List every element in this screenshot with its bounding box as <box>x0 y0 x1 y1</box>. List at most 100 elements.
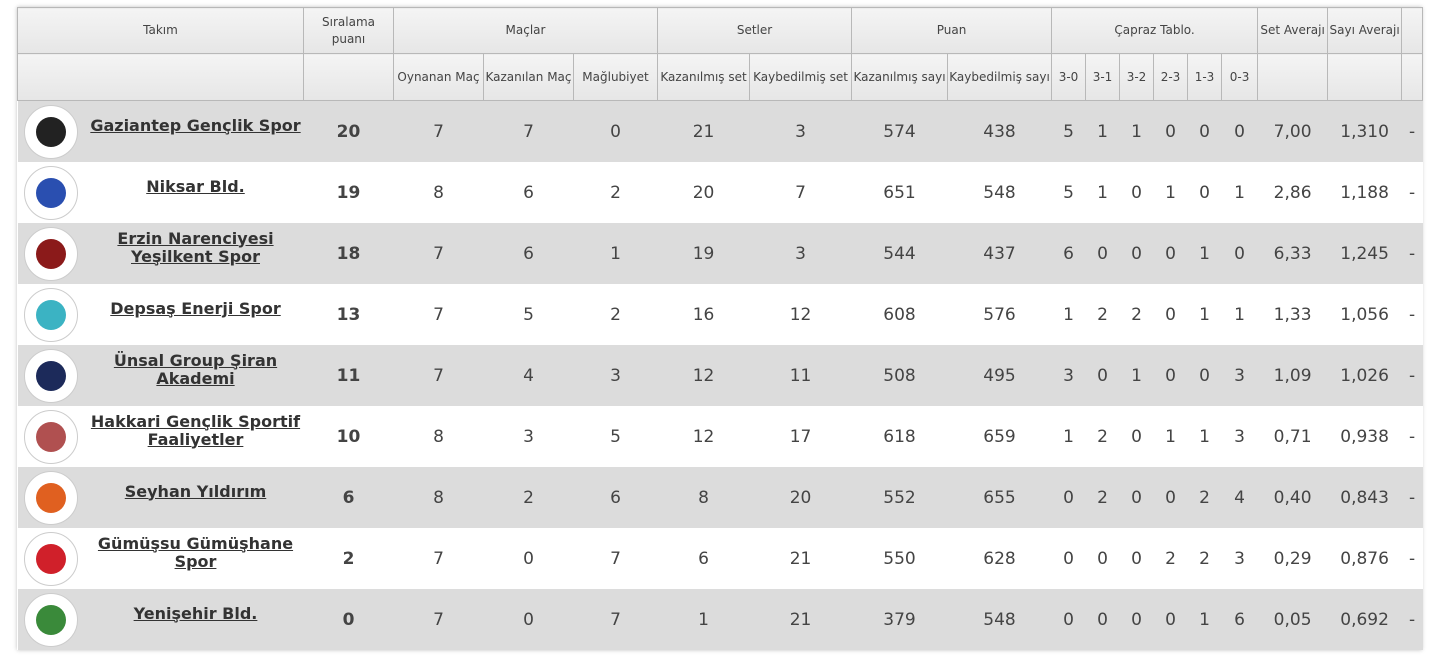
points-lost-cell: 495 <box>947 345 1052 406</box>
header-sets-lost: Kaybedilmiş set <box>749 53 853 101</box>
header-cross-1-3: 1-3 <box>1187 53 1223 101</box>
sets-lost-cell: 17 <box>749 406 852 467</box>
table-row: Erzin Narenciyesi Yeşilkent Spor 18 7 6 1 19 3… <box>17 223 1423 284</box>
cross-cell-3-1: 2 <box>1085 467 1120 528</box>
team-name-link[interactable]: Erzin Narenciyesi Yeşilkent Spor <box>117 228 274 266</box>
sets-won-cell: 8 <box>657 467 750 528</box>
won-cell: 2 <box>483 467 574 528</box>
sets-lost-cell: 21 <box>749 528 852 589</box>
cross-cell-3-0: 3 <box>1051 345 1086 406</box>
team-cell: Depsaş Enerji Spor <box>17 284 304 345</box>
team-logo-emblem-icon <box>35 421 66 452</box>
set-average-cell: 0,29 <box>1257 528 1328 589</box>
header-points-lost: Kaybedilmiş sayı <box>947 53 1053 101</box>
cross-cell-3-2: 0 <box>1119 589 1154 650</box>
header-matches: Maçlar <box>392 7 659 54</box>
ranking-points-cell: 13 <box>303 284 394 345</box>
team-logo <box>23 287 78 342</box>
won-cell: 5 <box>483 284 574 345</box>
cross-cell-3-0: 5 <box>1051 100 1086 162</box>
cross-cell-2-3: 0 <box>1153 100 1188 162</box>
cross-cell-3-2: 0 <box>1119 223 1154 284</box>
table-row: Ünsal Group Şiran Akademi 11 7 4 3 12 11 508 495… <box>17 345 1423 406</box>
cross-cell-0-3: 1 <box>1221 284 1258 345</box>
team-logo-emblem-icon <box>35 360 66 391</box>
header-won: Kazanılan Maç <box>483 53 574 101</box>
extra-cell: - <box>1401 528 1423 589</box>
ranking-points-cell: 2 <box>303 528 394 589</box>
table-row: Depsaş Enerji Spor 13 7 5 2 16 12 608 576 1 2 2 0 1 1 1… <box>17 284 1423 345</box>
sets-won-cell: 1 <box>657 589 750 650</box>
team-logo <box>23 592 78 647</box>
team-logo-emblem-icon <box>35 116 66 147</box>
lost-cell: 3 <box>573 345 658 406</box>
team-cell: Gaziantep Gençlik Spor <box>17 100 304 162</box>
cross-cell-1-3: 0 <box>1187 345 1222 406</box>
cross-cell-3-1: 0 <box>1085 223 1120 284</box>
table-row: Gaziantep Gençlik Spor 20 7 7 0 21 3 574 438 5 1 1 0… <box>17 100 1423 162</box>
cross-cell-2-3: 0 <box>1153 284 1188 345</box>
team-name-link[interactable]: Gümüşsu Gümüşhane Spor <box>97 533 294 571</box>
header-lost: Mağlubiyet <box>572 53 659 101</box>
cross-cell-3-0: 5 <box>1051 162 1086 223</box>
team-logo <box>23 409 78 464</box>
cross-cell-1-3: 1 <box>1187 223 1222 284</box>
played-cell: 7 <box>393 528 484 589</box>
team-cell: Seyhan Yıldırım <box>17 467 304 528</box>
team-name-link[interactable]: Hakkari Gençlik Sportif Faaliyetler <box>90 411 301 449</box>
played-cell: 7 <box>393 345 484 406</box>
cross-cell-0-3: 6 <box>1221 589 1258 650</box>
cross-cell-2-3: 0 <box>1153 589 1188 650</box>
won-cell: 4 <box>483 345 574 406</box>
cross-cell-3-1: 0 <box>1085 589 1120 650</box>
sets-won-cell: 21 <box>657 100 750 162</box>
sets-lost-cell: 20 <box>749 467 852 528</box>
cross-cell-3-1: 1 <box>1085 100 1120 162</box>
set-average-cell: 1,33 <box>1257 284 1328 345</box>
points-won-cell: 379 <box>851 589 948 650</box>
header-cross-3-2: 3-2 <box>1119 53 1155 101</box>
played-cell: 8 <box>393 467 484 528</box>
header-extra <box>1401 7 1424 54</box>
cross-cell-1-3: 2 <box>1187 528 1222 589</box>
header-cross-2-3: 2-3 <box>1153 53 1189 101</box>
sets-won-cell: 12 <box>657 406 750 467</box>
set-average-cell: 0,71 <box>1257 406 1328 467</box>
table-row: Niksar Bld. 19 8 6 2 20 7 651 548 5 1 0 1 0 1 2,86 1,18… <box>17 162 1423 223</box>
cross-cell-3-1: 1 <box>1085 162 1120 223</box>
extra-cell: - <box>1401 589 1423 650</box>
header-points: Puan <box>851 7 1053 54</box>
team-name-link[interactable]: Niksar Bld. <box>146 176 245 196</box>
team-cell: Erzin Narenciyesi Yeşilkent Spor <box>17 223 304 284</box>
sets-lost-cell: 3 <box>749 223 852 284</box>
team-logo-emblem-icon <box>35 238 66 269</box>
point-average-cell: 0,938 <box>1327 406 1402 467</box>
lost-cell: 7 <box>573 589 658 650</box>
team-name-link[interactable]: Seyhan Yıldırım <box>124 481 267 501</box>
cross-cell-3-1: 2 <box>1085 284 1120 345</box>
points-won-cell: 552 <box>851 467 948 528</box>
sets-lost-cell: 7 <box>749 162 852 223</box>
team-name-link[interactable]: Ünsal Group Şiran Akademi <box>113 350 278 388</box>
extra-cell: - <box>1401 100 1423 162</box>
team-logo-emblem-icon <box>35 482 66 513</box>
sets-won-cell: 16 <box>657 284 750 345</box>
team-name-link[interactable]: Depsaş Enerji Spor <box>110 298 281 318</box>
won-cell: 7 <box>483 100 574 162</box>
cross-cell-0-3: 4 <box>1221 467 1258 528</box>
cross-cell-0-3: 0 <box>1221 223 1258 284</box>
cross-cell-2-3: 2 <box>1153 528 1188 589</box>
ranking-points-cell: 10 <box>303 406 394 467</box>
subheader-empty <box>17 53 304 101</box>
team-name-link[interactable]: Gaziantep Gençlik Spor <box>90 115 301 135</box>
cross-cell-1-3: 0 <box>1187 162 1222 223</box>
point-average-cell: 1,245 <box>1327 223 1402 284</box>
team-name-link[interactable]: Yenişehir Bld. <box>133 603 258 623</box>
lost-cell: 6 <box>573 467 658 528</box>
won-cell: 6 <box>483 162 574 223</box>
table-row: Yenişehir Bld. 0 7 0 7 1 21 379 548 0 0 0 0 1 6 0,05 0,… <box>17 589 1423 650</box>
ranking-points-cell: 11 <box>303 345 394 406</box>
cross-cell-0-3: 1 <box>1221 162 1258 223</box>
lost-cell: 1 <box>573 223 658 284</box>
header-ranking-points: Sıralama puanı <box>303 7 394 54</box>
